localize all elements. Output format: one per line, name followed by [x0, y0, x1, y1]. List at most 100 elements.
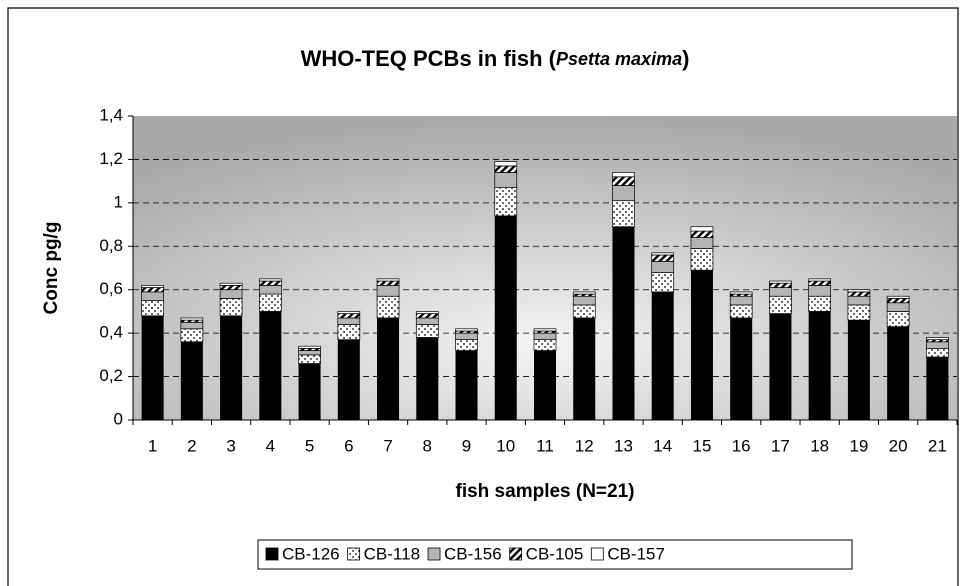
x-tick-label: 19: [849, 436, 868, 455]
bar-segment: [808, 295, 832, 312]
x-tick-label: 8: [423, 436, 432, 455]
y-tick-label: 1: [114, 192, 123, 211]
bar-segment: [847, 304, 871, 321]
x-tick-label: 17: [771, 436, 790, 455]
bar-segment: [219, 285, 243, 291]
bar-segment: [415, 324, 439, 338]
x-tick-label: 5: [305, 436, 314, 455]
x-tick-label: 1: [148, 436, 157, 455]
bar-segment: [612, 185, 635, 202]
bar-segment: [141, 315, 164, 420]
legend-swatch: [590, 547, 604, 561]
bar-segment: [612, 172, 635, 178]
legend-label: CB-105: [526, 544, 584, 563]
bar-segment: [494, 172, 518, 189]
x-tick-label: 9: [462, 436, 471, 455]
bar-segment: [219, 282, 243, 286]
bar-segment: [730, 317, 753, 420]
bar-segment: [769, 280, 792, 284]
bar-segment: [533, 339, 557, 351]
bar-segment: [808, 278, 832, 282]
y-tick-label: 1,4: [99, 105, 123, 124]
x-tick-label: 18: [810, 436, 829, 455]
bar-segment: [572, 291, 596, 295]
bar-segment: [258, 293, 282, 312]
legend-swatch: [427, 547, 441, 561]
legend-label: CB-118: [364, 544, 420, 563]
legend-label: CB-156: [444, 544, 502, 563]
bar-segment: [337, 311, 361, 314]
y-tick-label: 0,8: [99, 236, 123, 255]
bar-segment: [494, 161, 518, 167]
chart-frame: [7, 7, 959, 586]
bar-segment: [376, 285, 400, 297]
bar-segment: [180, 341, 203, 420]
bar-segment: [415, 311, 439, 314]
x-tick-label: 21: [928, 436, 947, 455]
bar-segment: [180, 328, 204, 343]
bar-segment: [690, 248, 714, 271]
bar-segment: [690, 237, 714, 249]
chart-title: WHO-TEQ PCBs in fish (Psetta maxima): [301, 46, 690, 71]
bar-segment: [612, 226, 635, 420]
x-tick-label: 2: [187, 436, 196, 455]
bar-segment: [376, 295, 400, 319]
bar-segment: [337, 317, 361, 325]
bar-segment: [612, 176, 635, 186]
legend-swatch: [347, 547, 361, 561]
bar-segment: [847, 320, 870, 420]
bar-segment: [651, 291, 674, 420]
x-tick-label: 13: [614, 436, 633, 455]
bar-segment: [141, 285, 164, 288]
title-end: ): [682, 46, 689, 71]
bar-segment: [651, 252, 675, 256]
bar-segment: [769, 313, 792, 420]
bar-segment: [729, 295, 753, 306]
bar-segment: [259, 311, 282, 420]
x-tick-label: 12: [575, 436, 594, 455]
bar-segment: [415, 313, 439, 319]
y-tick-label: 0,2: [99, 366, 123, 385]
bar-segment: [455, 339, 478, 351]
x-axis-title: fish samples (N=21): [456, 481, 635, 502]
bar-segment: [612, 200, 635, 228]
bar-segment: [455, 350, 478, 420]
bar-segment: [926, 337, 949, 341]
bar-segment: [298, 354, 321, 364]
bar-segment: [219, 289, 243, 299]
bar-segment: [926, 341, 949, 349]
bar-segment: [572, 304, 596, 319]
y-tick-label: 0,4: [99, 323, 123, 342]
bar-segment: [926, 357, 949, 420]
x-tick-label: 3: [226, 436, 235, 455]
bar-segment: [337, 339, 360, 420]
legend-label: CB-157: [607, 544, 665, 563]
legend-swatch: [509, 547, 523, 561]
legend-swatch: [265, 547, 279, 561]
bar-segment: [416, 337, 439, 420]
bar-segment: [337, 313, 361, 319]
y-tick-label: 0,6: [99, 279, 123, 298]
bar-segment: [376, 280, 400, 286]
bar-segment: [180, 321, 204, 330]
bar-segment: [651, 254, 675, 262]
bar-segment: [572, 295, 596, 306]
bar-segment: [808, 285, 832, 297]
bar-segment: [690, 226, 714, 232]
bar-segment: [847, 291, 871, 297]
bar-segment: [690, 270, 713, 420]
bar-segment: [769, 295, 792, 314]
bar-segment: [141, 300, 164, 317]
bar-segment: [690, 230, 714, 238]
bar-segment: [769, 287, 792, 297]
bar-segment: [376, 278, 400, 282]
bar-segment: [533, 328, 557, 332]
x-tick-label: 11: [536, 436, 554, 455]
bar-segment: [769, 282, 792, 288]
x-tick-label: 7: [383, 436, 392, 455]
bar-segment: [729, 304, 753, 319]
bar-segment: [219, 298, 243, 317]
bar-segment: [533, 332, 557, 341]
bar-segment: [455, 332, 478, 341]
